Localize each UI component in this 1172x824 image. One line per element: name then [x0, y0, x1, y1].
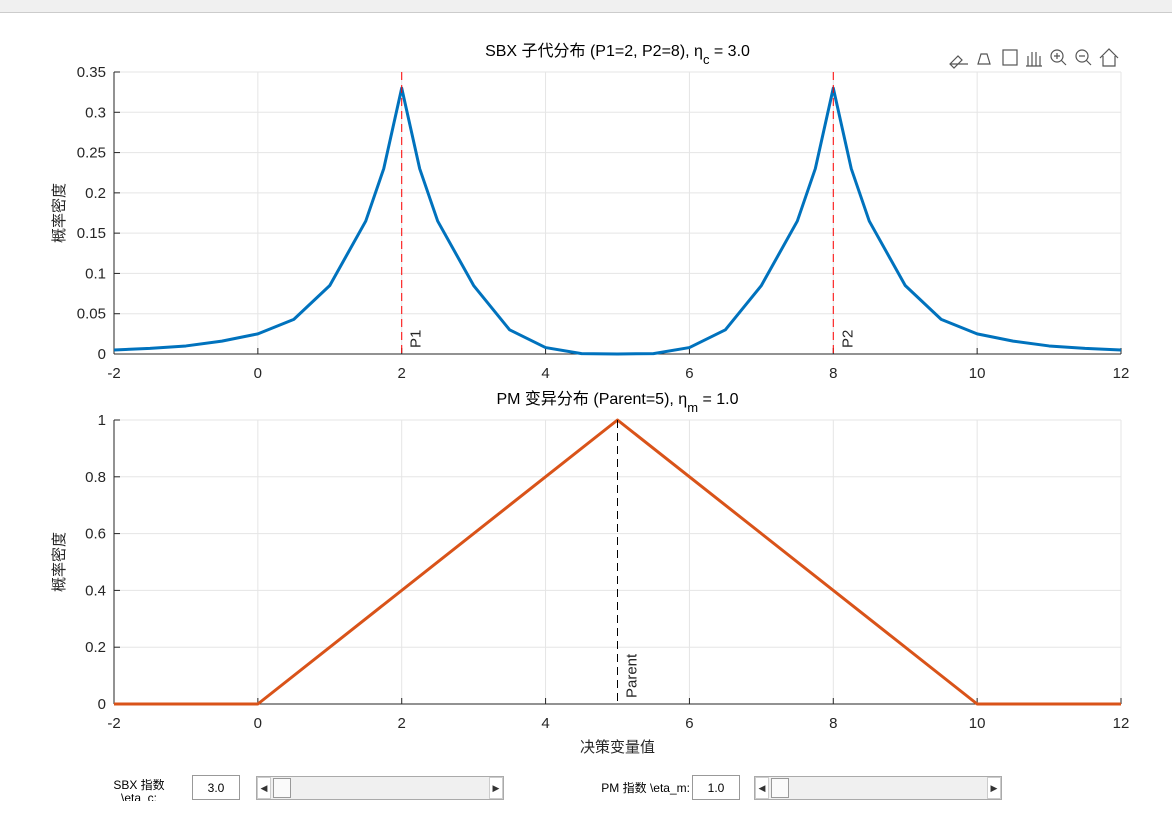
y-tick-label: 0.25: [77, 145, 106, 162]
y-tick-label: 0.8: [85, 469, 106, 486]
x-tick-label: 6: [685, 365, 693, 382]
x-tick-label: 10: [969, 365, 986, 382]
y-tick-label: 0: [98, 346, 106, 363]
data-line: [113, 86, 1122, 356]
x-tick-label: 4: [541, 715, 549, 732]
x-tick-label: 4: [541, 365, 549, 382]
edit-box[interactable]: 3.0: [192, 775, 240, 800]
x-tick-label: 2: [398, 365, 406, 382]
edit-box[interactable]: 1.0: [692, 775, 740, 800]
chart-title: SBX 子代分布 (P1=2, P2=8), ηc = 3.0: [485, 42, 750, 67]
title-part: = 3.0: [709, 43, 750, 60]
y-tick-label: 0: [98, 696, 106, 713]
y-tick-label: 0.2: [85, 185, 106, 202]
reference-label: Parent: [624, 653, 641, 698]
x-tick-label: 12: [1113, 715, 1130, 732]
y-tick-label: 0.05: [77, 306, 106, 323]
title-part: SBX 子代分布 (P1=2, P2=8), η: [485, 42, 703, 60]
x-tick-label: 10: [969, 715, 986, 732]
title-part: = 1.0: [698, 391, 739, 408]
title-part: PM 变异分布 (Parent=5), η: [496, 390, 687, 408]
x-tick-label: -2: [107, 715, 120, 732]
x-axis-label: 决策变量值: [580, 738, 655, 756]
y-tick-label: 0.15: [77, 225, 106, 242]
y-tick-label: 0.6: [85, 526, 106, 543]
x-tick-label: -2: [107, 365, 120, 382]
reference-label: P1: [408, 330, 425, 348]
x-tick-label: 12: [1113, 365, 1130, 382]
y-tick-label: 0.2: [85, 639, 106, 656]
x-tick-label: 6: [685, 715, 693, 732]
axes-toolbar[interactable]: [949, 48, 1119, 69]
y-tick-label: 1: [98, 412, 106, 429]
x-tick-label: 8: [829, 365, 837, 382]
reference-label: P2: [839, 330, 856, 348]
title-part: c: [703, 52, 710, 67]
control-label: SBX 指数 \eta_c:: [113, 779, 165, 801]
y-tick-label: 0.3: [85, 104, 106, 121]
x-tick-label: 8: [829, 715, 837, 732]
slider[interactable]: ◀ ▶: [754, 776, 1002, 800]
chart-title: PM 变异分布 (Parent=5), ηm = 1.0: [496, 390, 738, 415]
y-tick-label: 0.1: [85, 265, 106, 282]
title-part: m: [687, 400, 698, 415]
toolbar: [0, 0, 1172, 13]
x-tick-label: 0: [254, 365, 262, 382]
x-tick-label: 0: [254, 715, 262, 732]
y-axis-label: 概率密度: [50, 532, 68, 592]
y-tick-label: 0.35: [77, 64, 106, 81]
y-axis-label: 概率密度: [50, 183, 68, 243]
control-label: PM 指数 \eta_m:: [601, 782, 690, 795]
y-tick-label: 0.4: [85, 582, 106, 599]
x-tick-label: 2: [398, 715, 406, 732]
axes-background: [114, 72, 1121, 354]
slider[interactable]: ◀ ▶: [256, 776, 504, 800]
